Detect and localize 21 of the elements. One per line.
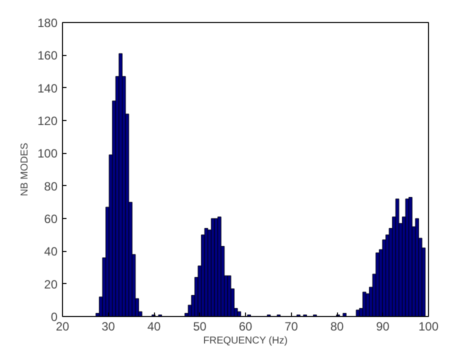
y-axis-title: NB MODES — [19, 142, 30, 196]
x-tick-label: 20 — [56, 320, 70, 334]
y-tick-label: 100 — [37, 146, 58, 161]
x-tick-label: 90 — [376, 320, 390, 334]
x-tick-label: 70 — [284, 320, 298, 334]
y-tick-label: 180 — [37, 16, 58, 30]
x-axis-title: FREQUENCY (Hz) — [203, 336, 288, 346]
x-tick-label: 40 — [147, 320, 161, 334]
y-tick-label: 160 — [37, 48, 58, 63]
y-tick-label: 80 — [44, 179, 58, 194]
y-tick-label: 140 — [37, 81, 58, 96]
x-tick-label: 100 — [418, 320, 439, 334]
y-tick-label: 120 — [37, 114, 58, 128]
y-tick-label: 60 — [44, 212, 58, 226]
y-tick-label: 40 — [44, 244, 58, 259]
x-tick-label: 50 — [193, 320, 207, 334]
y-tick-label: 20 — [44, 277, 58, 292]
x-tick-label: 80 — [330, 320, 344, 334]
y-tick-label: 0 — [50, 310, 58, 324]
x-tick-label: 30 — [102, 320, 116, 334]
x-tick-label: 60 — [238, 320, 252, 334]
